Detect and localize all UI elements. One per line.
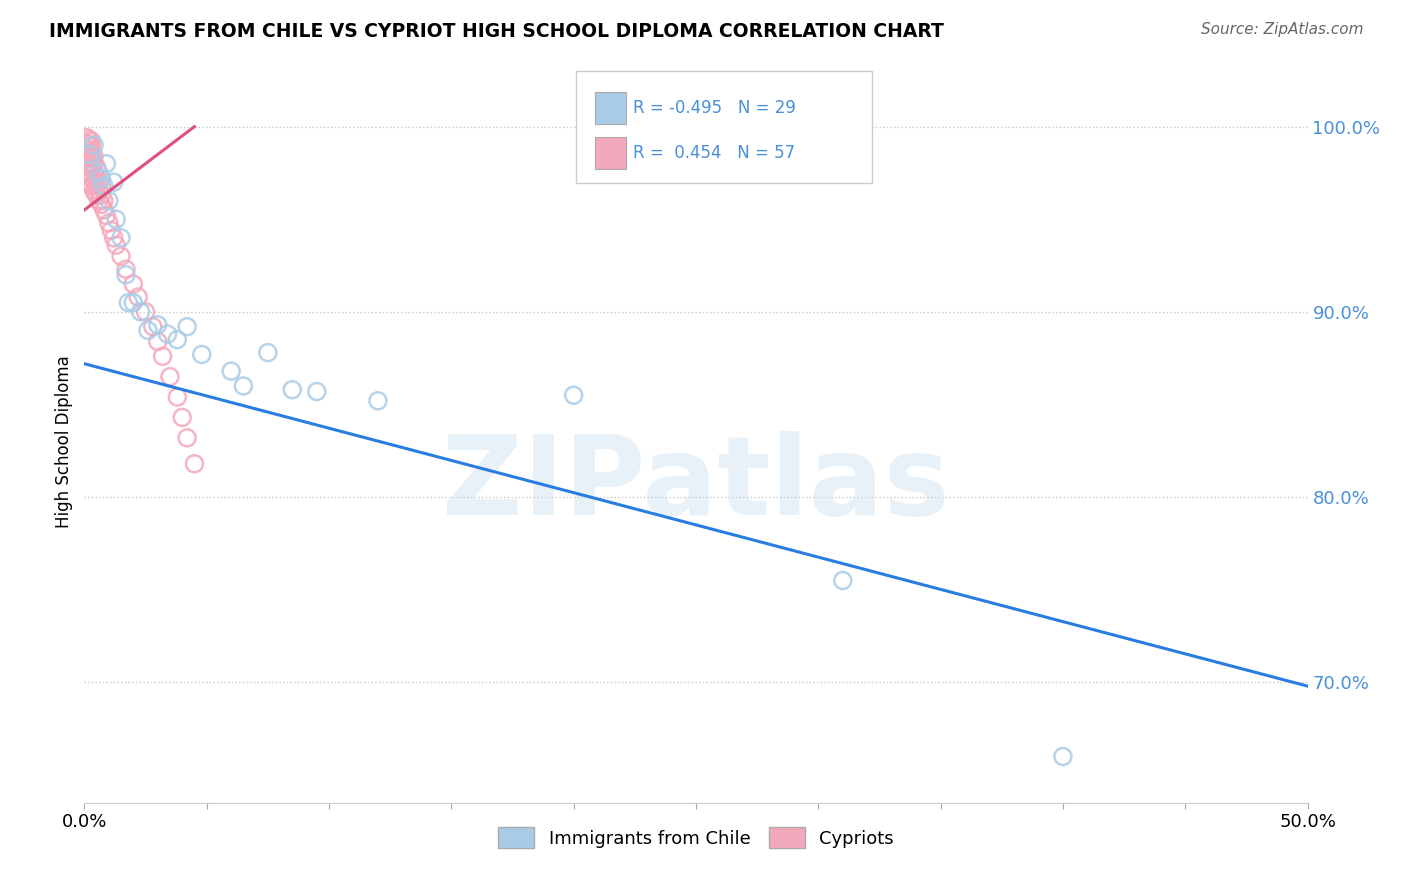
Point (87, 166, 110, 180)
Point (96, 156, 118, 170)
Point (115, 262, 138, 277)
Point (146, 318, 169, 332)
Point (80, 135, 103, 149)
Point (191, 347, 214, 361)
Text: Source: ZipAtlas.com: Source: ZipAtlas.com (1201, 22, 1364, 37)
Point (97, 216, 120, 230)
Point (100, 223, 122, 237)
Point (166, 333, 188, 347)
Point (172, 410, 194, 425)
Point (80, 162, 103, 177)
Point (90, 178, 112, 193)
Point (83, 175, 105, 189)
Point (83, 156, 105, 170)
Point (83, 138, 105, 153)
Y-axis label: High School Diploma: High School Diploma (55, 355, 73, 528)
Point (97, 194, 120, 208)
Point (86, 188, 108, 202)
Point (87, 194, 110, 208)
Point (80, 156, 103, 170)
Point (76, 175, 98, 189)
Point (257, 345, 280, 359)
Point (159, 369, 181, 384)
Text: R = -0.495   N = 29: R = -0.495 N = 29 (633, 99, 796, 117)
Point (219, 364, 242, 378)
Point (146, 334, 169, 349)
Point (103, 175, 125, 189)
Point (77, 147, 100, 161)
Point (76, 147, 98, 161)
Point (305, 384, 328, 399)
Point (76, 166, 98, 180)
Point (166, 390, 188, 404)
Point (232, 379, 254, 393)
Point (93, 202, 115, 217)
Point (77, 132, 100, 146)
Point (83, 166, 105, 180)
Point (93, 178, 115, 193)
Point (80, 140, 103, 154)
Point (281, 383, 304, 397)
Point (77, 166, 100, 180)
Point (77, 149, 100, 163)
Point (87, 175, 110, 189)
Point (127, 290, 149, 304)
Point (76, 136, 98, 151)
Point (76, 130, 98, 145)
Point (562, 388, 585, 402)
Point (80, 145, 103, 160)
Point (142, 319, 165, 334)
Point (90, 188, 112, 202)
Point (105, 238, 128, 252)
Point (93, 194, 115, 208)
Point (77, 175, 100, 189)
Point (96, 209, 118, 223)
Point (83, 185, 105, 199)
Point (86, 161, 108, 175)
Text: IMMIGRANTS FROM CHILE VS CYPRIOT HIGH SCHOOL DIPLOMA CORRELATION CHART: IMMIGRANTS FROM CHILE VS CYPRIOT HIGH SC… (49, 22, 943, 41)
Point (80, 171, 103, 186)
Point (129, 305, 152, 319)
Point (156, 327, 179, 342)
Point (90, 197, 112, 211)
Point (122, 295, 145, 310)
Point (1052, 749, 1074, 764)
Point (110, 231, 132, 245)
Point (77, 144, 100, 158)
Text: ZIPatlas: ZIPatlas (441, 432, 950, 539)
Point (76, 142, 98, 156)
Point (367, 393, 389, 408)
Point (83, 149, 105, 163)
Point (80, 178, 103, 193)
Point (103, 231, 125, 245)
Legend: Immigrants from Chile, Cypriots: Immigrants from Chile, Cypriots (491, 820, 901, 855)
Point (183, 457, 205, 471)
Text: R =  0.454   N = 57: R = 0.454 N = 57 (633, 145, 794, 162)
Point (115, 268, 138, 282)
Point (135, 305, 157, 319)
Point (76, 156, 98, 170)
Point (117, 295, 139, 310)
Point (77, 156, 100, 170)
Point (831, 574, 853, 588)
Point (122, 277, 145, 291)
Point (176, 319, 198, 334)
Point (105, 212, 128, 227)
Point (80, 151, 103, 165)
Point (77, 138, 100, 153)
Point (152, 349, 174, 363)
Point (86, 169, 108, 184)
Point (86, 178, 108, 193)
Point (110, 249, 132, 263)
Point (87, 185, 110, 199)
Point (136, 323, 159, 337)
Point (90, 171, 112, 186)
Point (176, 431, 198, 445)
